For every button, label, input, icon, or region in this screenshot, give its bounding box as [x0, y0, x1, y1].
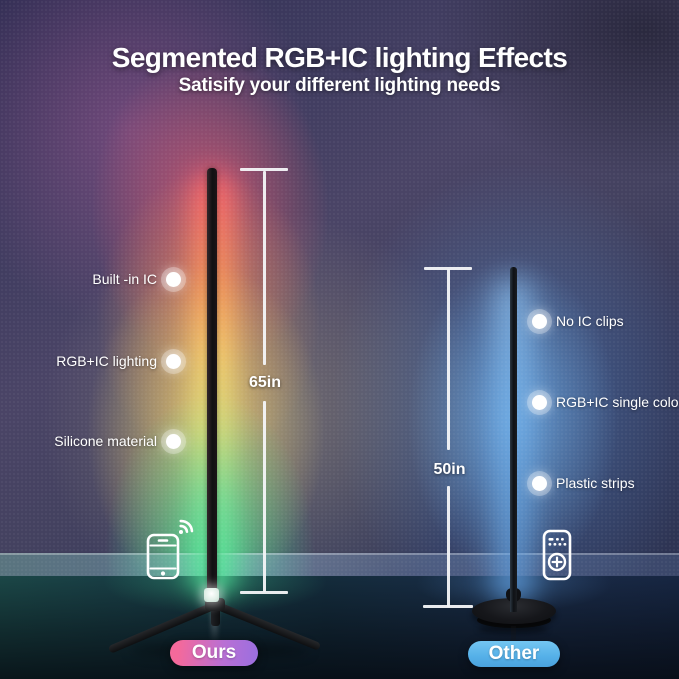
glow-dot-icon: [166, 271, 181, 287]
feature-label: Plastic strips: [556, 475, 635, 491]
ours-badge: Ours: [170, 640, 258, 666]
ours-lamp-pole: [207, 168, 217, 600]
feature-label: Built -in IC: [92, 271, 157, 287]
measure-line-upper: [447, 269, 450, 450]
page-title: Segmented RGB+IC lighting Effects: [111, 42, 568, 73]
ours-height-label: 65in: [248, 374, 281, 391]
feature-label: RGB+IC lighting: [56, 353, 157, 369]
measure-top-bar: [424, 267, 472, 270]
remote-control-icon: [542, 529, 572, 586]
ours-lamp-connector: [204, 588, 219, 602]
feature-label: Silicone material: [54, 433, 157, 449]
tripod-leg-front: [211, 604, 220, 626]
measure-bottom-bar: [423, 605, 473, 608]
connector-reflection: [211, 613, 218, 643]
glow-dot-icon: [532, 394, 547, 410]
ours-feature-row: Silicone material: [54, 429, 181, 453]
floor: [0, 576, 679, 679]
glow-dot-icon: [166, 353, 181, 369]
glow-dot-icon: [532, 313, 547, 329]
other-badge: Other: [468, 641, 560, 667]
ours-feature-row: Built -in IC: [92, 267, 181, 291]
glow-dot-icon: [166, 433, 181, 449]
wall-background: [0, 0, 679, 578]
phone-wifi-icon: [144, 511, 200, 586]
page-subtitle: Satisify your different lighting needs: [178, 75, 501, 96]
measure-line-lower: [447, 486, 450, 607]
other-height-label: 50in: [433, 461, 466, 478]
ours-feature-row: RGB+IC lighting: [56, 349, 181, 373]
feature-label: RGB+IC single color: [556, 394, 679, 410]
other-feature-row: No IC clips: [532, 309, 624, 333]
feature-label: No IC clips: [556, 313, 624, 329]
other-feature-row: RGB+IC single color: [532, 390, 679, 414]
wall-baseboard: [0, 553, 679, 578]
measure-line-lower: [263, 401, 266, 592]
measure-bottom-bar: [240, 591, 288, 594]
measure-top-bar: [240, 168, 288, 171]
other-lamp-pole: [510, 267, 517, 612]
other-feature-row: Plastic strips: [532, 471, 635, 495]
glow-dot-icon: [532, 475, 547, 491]
measure-line-upper: [263, 171, 266, 365]
